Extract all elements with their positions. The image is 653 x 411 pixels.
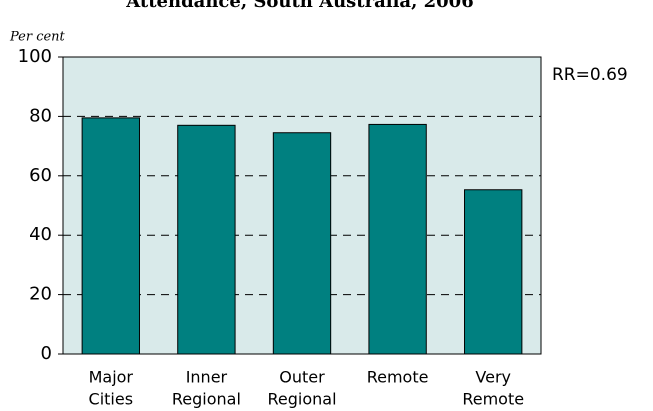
y-tick-label: 60	[29, 165, 52, 186]
chart-title: Attendance, South Australia, 2006	[125, 0, 473, 12]
x-tick-label: Inner	[186, 368, 228, 387]
annotation: RR=0.69	[552, 65, 628, 85]
bar	[177, 124, 236, 355]
bar	[464, 189, 523, 355]
y-tick-label: 100	[18, 46, 52, 67]
bar	[368, 123, 427, 355]
x-tick-label: Very	[475, 368, 511, 387]
bar	[81, 117, 140, 355]
y-tick-label: 80	[29, 105, 52, 126]
x-tick-label: Regional	[172, 390, 241, 409]
x-tick-label: Regional	[267, 390, 336, 409]
y-tick-label: 40	[29, 224, 52, 245]
bar	[272, 132, 332, 355]
x-tick-label: Remote	[462, 390, 524, 409]
x-tick-label: Remote	[367, 368, 429, 387]
y-tick-label: 0	[41, 343, 52, 364]
x-tick-label: Outer	[279, 368, 325, 387]
x-tick-label: Cities	[89, 390, 134, 409]
y-axis-label: Per cent	[9, 30, 66, 45]
y-tick-label: 20	[29, 284, 52, 305]
x-tick-label: Major	[89, 368, 134, 387]
